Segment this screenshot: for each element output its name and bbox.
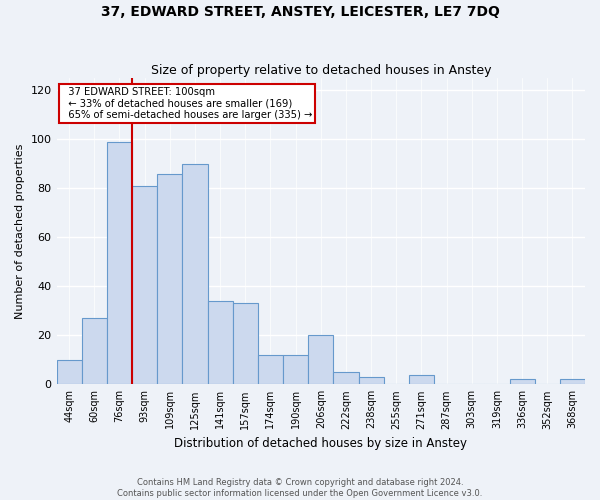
Bar [359,377,383,384]
Bar [107,142,132,384]
Title: Size of property relative to detached houses in Anstey: Size of property relative to detached ho… [151,64,491,77]
Bar [157,174,182,384]
Bar [132,186,157,384]
Bar [56,360,82,384]
Text: Contains HM Land Registry data © Crown copyright and database right 2024.
Contai: Contains HM Land Registry data © Crown c… [118,478,482,498]
Bar [208,301,233,384]
Bar [308,336,334,384]
Bar [233,304,258,384]
X-axis label: Distribution of detached houses by size in Anstey: Distribution of detached houses by size … [174,437,467,450]
Bar [283,355,308,384]
Text: 37, EDWARD STREET, ANSTEY, LEICESTER, LE7 7DQ: 37, EDWARD STREET, ANSTEY, LEICESTER, LE… [101,5,499,19]
Bar [409,374,434,384]
Bar [334,372,359,384]
Bar [560,380,585,384]
Bar [182,164,208,384]
Bar [82,318,107,384]
Text: 37 EDWARD STREET: 100sqm
  ← 33% of detached houses are smaller (169)
  65% of s: 37 EDWARD STREET: 100sqm ← 33% of detach… [62,86,312,120]
Y-axis label: Number of detached properties: Number of detached properties [15,144,25,319]
Bar [258,355,283,384]
Bar [509,380,535,384]
